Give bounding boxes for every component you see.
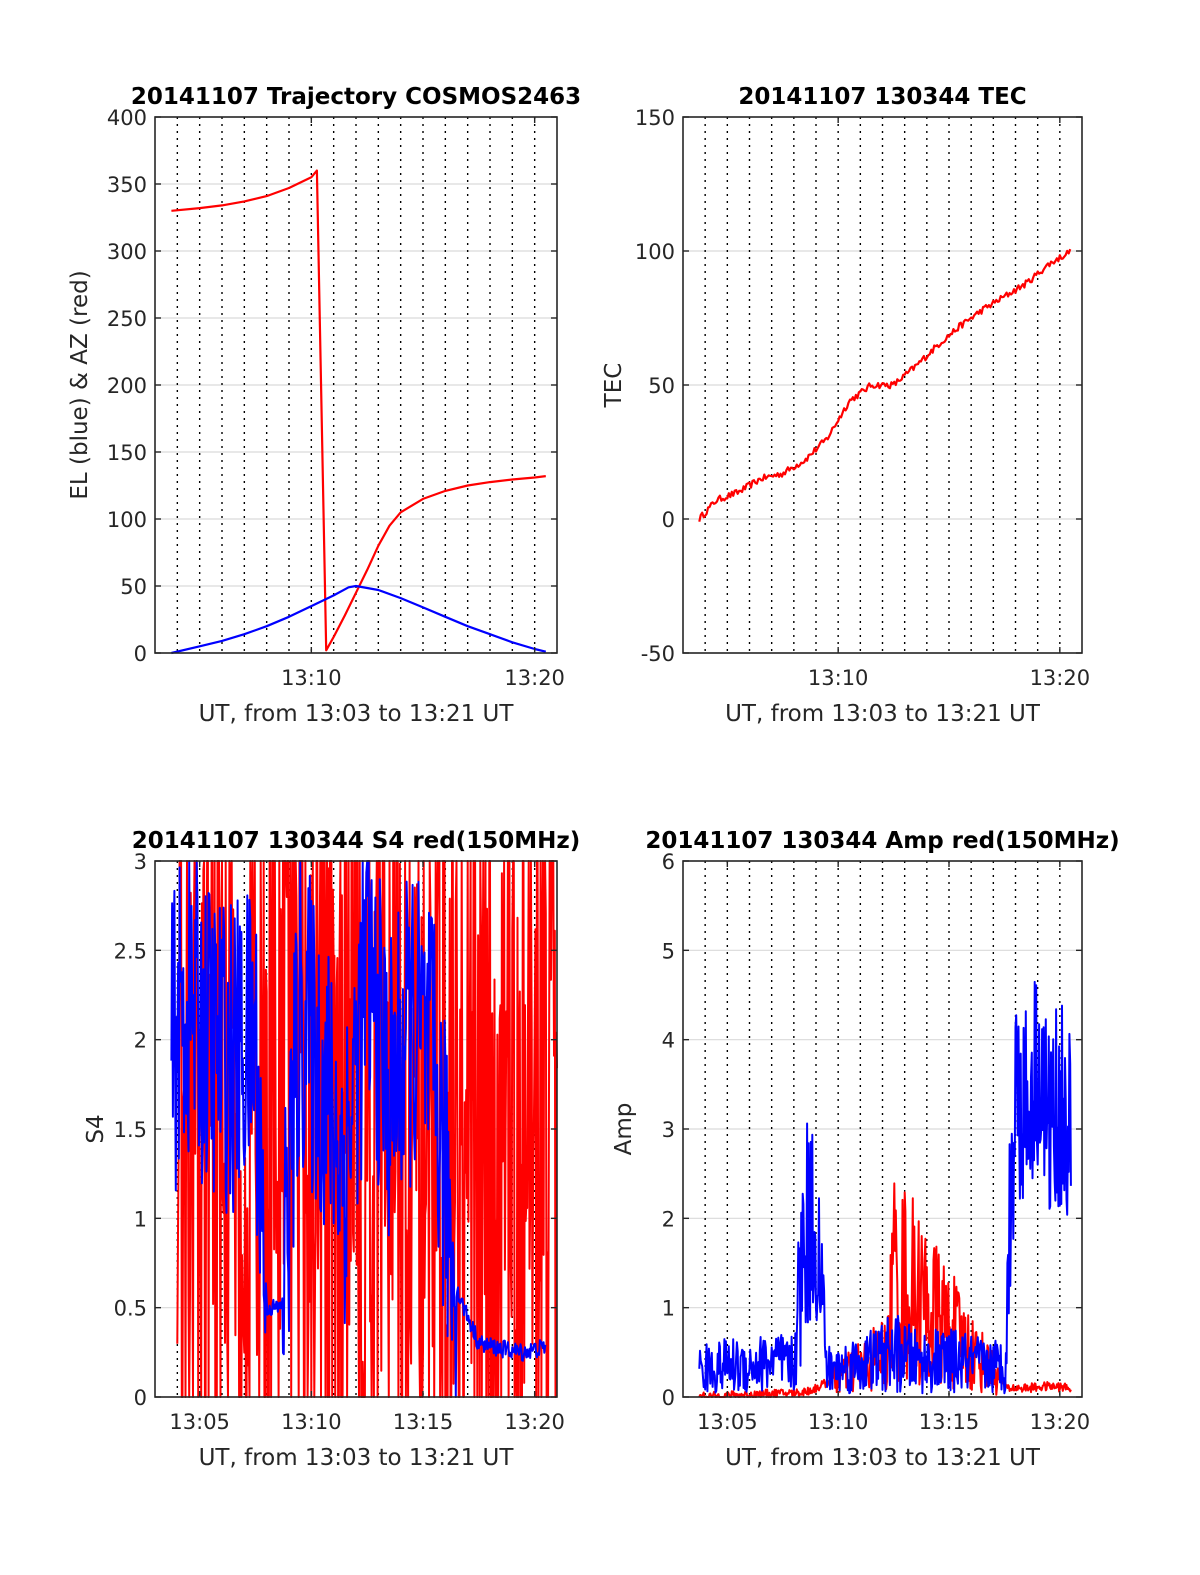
y-tick-label: 150 xyxy=(635,106,675,130)
y-axis-label: TEC xyxy=(601,363,627,409)
y-tick-label: 50 xyxy=(120,575,147,599)
series-red xyxy=(171,169,546,652)
x-tick-label: 13:10 xyxy=(808,666,869,690)
y-tick-label: 0 xyxy=(662,1386,675,1410)
y-tick-label: 0 xyxy=(134,1386,147,1410)
series-red xyxy=(176,860,558,1398)
x-tick-label: 13:10 xyxy=(281,666,342,690)
y-tick-label: 1 xyxy=(662,1297,675,1321)
series-red xyxy=(698,248,1072,522)
trajectory-plot: 0 50 100 150 200 250 300 350 400 13:10 13:20 201411… xyxy=(67,84,581,727)
x-tick-label: 13:05 xyxy=(697,1410,758,1434)
y-tick-label: 2 xyxy=(662,1207,675,1231)
x-tick-label: 13:05 xyxy=(169,1410,230,1434)
y-axis-label: Amp xyxy=(611,1103,637,1156)
y-tick-label: 350 xyxy=(107,173,147,197)
series-blue xyxy=(171,584,547,655)
y-tick-label: 2 xyxy=(134,1029,147,1053)
x-tick-label: 13:10 xyxy=(281,1410,342,1434)
chart-title: 20141107 Trajectory COSMOS2463 xyxy=(131,84,581,110)
y-tick-label: 5 xyxy=(662,939,675,963)
x-tick-label: 13:10 xyxy=(808,1410,869,1434)
y-tick-label: 4 xyxy=(662,1029,675,1053)
y-axis-label: S4 xyxy=(83,1114,109,1143)
y-tick-label: 100 xyxy=(107,508,147,532)
y-tick-label: 150 xyxy=(107,441,147,465)
amp-plot: 0 1 2 3 4 5 6 13:05 13:10 13:15 13:20 20141107 1303… xyxy=(611,828,1120,1471)
s4-plot: 0 0.5 1 1.5 2 2.5 3 13:05 13:10 13:15 13:20 2014110… xyxy=(83,828,580,1471)
chart-title: 20141107 130344 TEC xyxy=(738,84,1026,110)
y-tick-label: 100 xyxy=(635,240,675,264)
x-tick-label: 13:20 xyxy=(504,666,565,690)
y-tick-label: -50 xyxy=(641,642,675,666)
x-tick-label: 13:15 xyxy=(919,1410,980,1434)
x-axis-label: UT, from 13:03 to 13:21 UT xyxy=(725,701,1041,727)
y-tick-label: 3 xyxy=(662,1118,675,1142)
chart-title: 20141107 130344 Amp red(150MHz) xyxy=(645,828,1119,854)
x-tick-label: 13:20 xyxy=(504,1410,565,1434)
x-axis-label: UT, from 13:03 to 13:21 UT xyxy=(199,1445,515,1471)
y-tick-label: 250 xyxy=(107,307,147,331)
y-tick-label: 0 xyxy=(134,642,147,666)
y-axis-label: EL (blue) & AZ (red) xyxy=(67,270,93,499)
y-tick-label: 3 xyxy=(134,850,147,874)
y-tick-label: 0 xyxy=(662,508,675,532)
x-axis-label: UT, from 13:03 to 13:21 UT xyxy=(199,701,515,727)
series-blue xyxy=(170,860,547,1398)
series-blue xyxy=(698,980,1072,1395)
y-tick-label: 6 xyxy=(662,850,675,874)
x-tick-label: 13:20 xyxy=(1030,666,1091,690)
y-tick-label: 400 xyxy=(107,106,147,130)
y-tick-label: 0.5 xyxy=(114,1297,147,1321)
y-tick-label: 2.5 xyxy=(114,939,147,963)
tec-plot: -50 0 50 100 150 13:10 13:20 20141107 130344 TE… xyxy=(601,84,1090,727)
y-tick-label: 1 xyxy=(134,1207,147,1231)
x-axis-label: UT, from 13:03 to 13:21 UT xyxy=(725,1445,1041,1471)
chart-title: 20141107 130344 S4 red(150MHz) xyxy=(132,828,581,854)
y-tick-label: 300 xyxy=(107,240,147,264)
y-tick-label: 200 xyxy=(107,374,147,398)
x-tick-label: 13:15 xyxy=(393,1410,454,1434)
y-tick-label: 1.5 xyxy=(114,1118,147,1142)
x-tick-label: 13:20 xyxy=(1030,1410,1091,1434)
y-tick-label: 50 xyxy=(648,374,675,398)
